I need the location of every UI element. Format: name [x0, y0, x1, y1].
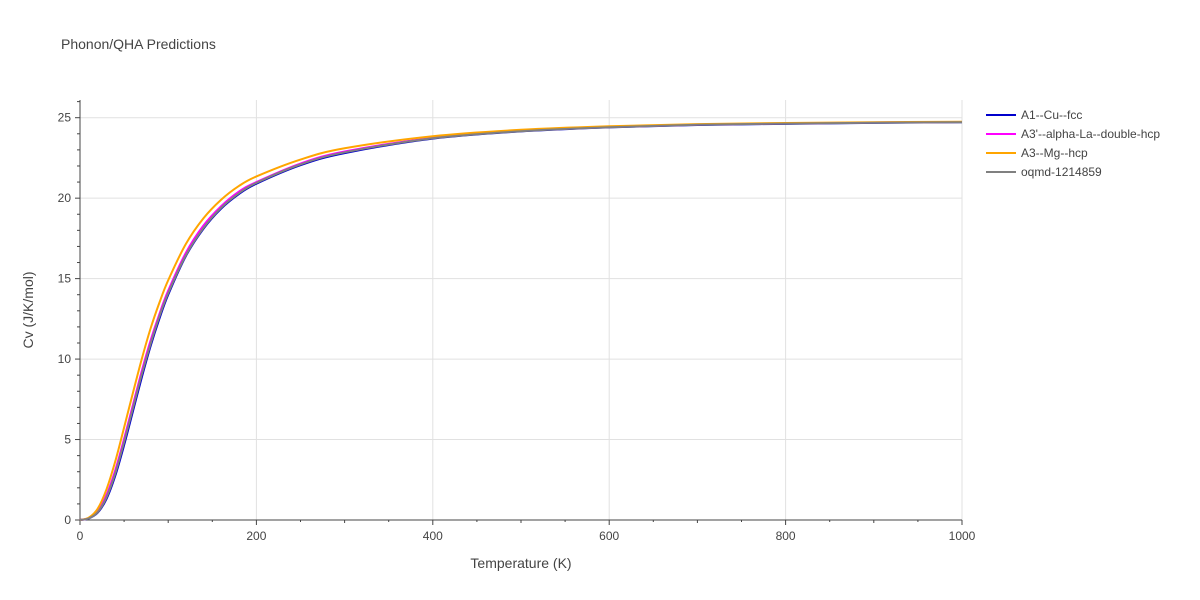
series-line-0 [79, 121, 963, 521]
x-tick-label: 400 [423, 529, 443, 543]
y-tick-label: 15 [58, 272, 72, 286]
legend-label-3[interactable]: oqmd-1214859 [1021, 165, 1102, 179]
y-tick-label: 25 [58, 111, 72, 125]
y-tick-label: 10 [58, 352, 72, 366]
x-tick-label: 600 [599, 529, 619, 543]
legend-label-2[interactable]: A3--Mg--hcp [1021, 146, 1088, 160]
series-line-2 [79, 120, 963, 521]
x-tick-label: 200 [246, 529, 266, 543]
x-tick-label: 1000 [949, 529, 976, 543]
y-tick-label: 20 [58, 191, 72, 205]
x-tick-label: 800 [776, 529, 796, 543]
legend-label-0[interactable]: A1--Cu--fcc [1021, 108, 1082, 122]
y-tick-label: 0 [64, 513, 71, 527]
series-line-3 [79, 121, 963, 521]
y-tick-label: 5 [64, 433, 71, 447]
legend: A1--Cu--fcc A3'--alpha-La--double-hcp A3--… [986, 108, 1160, 179]
series-line-1 [79, 121, 963, 521]
y-axis-title: Cv (J/K/mol) [20, 272, 36, 349]
legend-label-1[interactable]: A3'--alpha-La--double-hcp [1021, 127, 1160, 141]
grid-lines [80, 100, 963, 520]
series-lines [79, 120, 963, 521]
chart-title: Phonon/QHA Predictions [61, 36, 216, 52]
x-tick-label: 0 [77, 529, 84, 543]
axes: 0 200 400 600 800 1000 0 5 10 15 20 25 [58, 100, 976, 543]
x-axis-title: Temperature (K) [470, 555, 571, 571]
